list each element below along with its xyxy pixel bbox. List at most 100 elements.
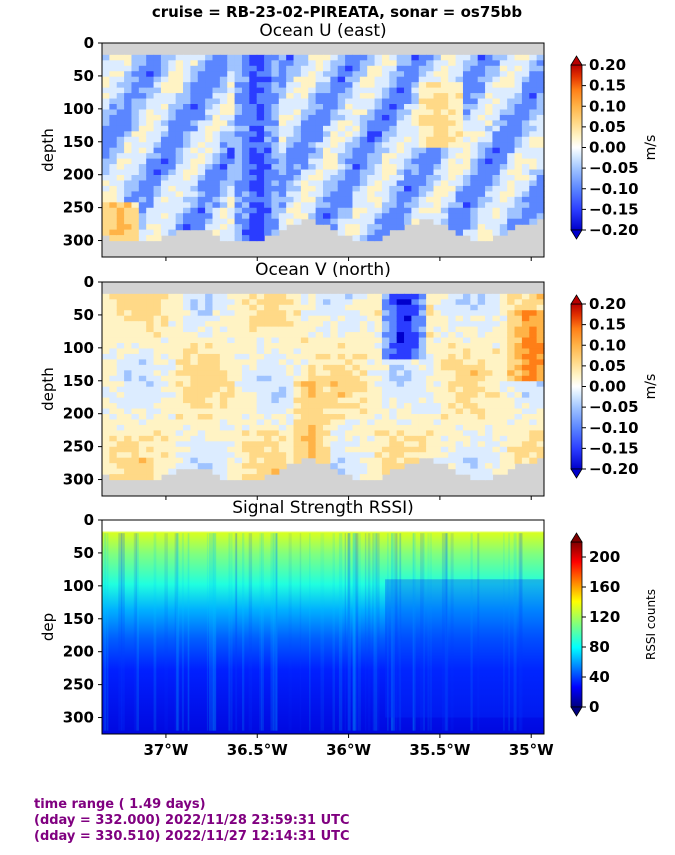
velocity-cell	[293, 131, 302, 138]
velocity-cell	[146, 441, 155, 448]
velocity-cell	[514, 65, 523, 72]
velocity-cell	[352, 364, 361, 371]
velocity-cell	[337, 468, 346, 475]
velocity-cell	[205, 147, 214, 154]
velocity-cell	[323, 191, 331, 198]
velocity-cell	[499, 353, 508, 360]
velocity-cell	[131, 224, 140, 231]
velocity-cell	[131, 397, 140, 404]
velocity-cell	[315, 353, 324, 360]
velocity-cell	[323, 120, 331, 127]
velocity-cell	[345, 381, 354, 388]
velocity-cell	[300, 114, 309, 121]
velocity-cell	[300, 424, 309, 431]
velocity-cell	[374, 370, 383, 377]
velocity-cell	[168, 452, 177, 459]
velocity-cell	[374, 403, 383, 410]
velocity-cell	[241, 136, 250, 143]
velocity-cell	[138, 452, 147, 459]
velocity-cell	[440, 125, 449, 132]
velocity-cell	[521, 408, 530, 415]
velocity-cell	[197, 180, 206, 187]
velocity-cell	[381, 213, 390, 220]
velocity-cell	[492, 175, 501, 182]
velocity-cell	[411, 87, 420, 94]
velocity-cell	[426, 408, 435, 415]
velocity-cell	[433, 213, 442, 220]
velocity-cell	[308, 424, 317, 431]
velocity-cell	[124, 299, 133, 306]
velocity-cell	[183, 191, 191, 198]
velocity-cell	[131, 293, 140, 300]
velocity-cell	[323, 386, 331, 393]
velocity-cell	[426, 158, 435, 165]
velocity-cell	[448, 430, 457, 437]
velocity-cell	[138, 414, 147, 421]
velocity-cell	[477, 98, 486, 105]
velocity-cell	[323, 337, 331, 344]
velocity-cell	[352, 142, 361, 149]
colorbar-tick-label: 0.10	[589, 97, 626, 115]
velocity-cell	[241, 343, 250, 350]
velocity-cell	[102, 196, 110, 203]
velocity-cell	[455, 76, 464, 83]
velocity-cell	[241, 408, 250, 415]
velocity-cell	[241, 293, 250, 300]
velocity-cell	[514, 430, 523, 437]
velocity-cell	[293, 435, 302, 442]
velocity-cell	[396, 191, 405, 198]
velocity-cell	[492, 299, 501, 306]
velocity-cell	[374, 114, 383, 121]
velocity-cell	[278, 202, 287, 209]
velocity-cell	[492, 196, 501, 203]
velocity-cell	[102, 419, 110, 426]
velocity-cell	[396, 153, 405, 160]
velocity-cell	[411, 158, 420, 165]
velocity-cell	[440, 397, 449, 404]
velocity-cell	[168, 403, 177, 410]
velocity-cell	[256, 332, 265, 339]
velocity-cell	[521, 457, 530, 464]
velocity-cell	[404, 424, 412, 431]
velocity-cell	[352, 60, 361, 67]
velocity-cell	[175, 299, 184, 306]
velocity-cell	[462, 370, 471, 377]
velocity-cell	[359, 408, 368, 415]
velocity-cell	[536, 326, 545, 333]
velocity-cell	[507, 93, 516, 100]
velocity-cell	[256, 93, 265, 100]
velocity-cell	[138, 158, 147, 165]
rssi-streak	[355, 533, 359, 731]
velocity-cell	[411, 304, 420, 311]
velocity-cell	[249, 175, 258, 182]
velocity-cell	[153, 180, 162, 187]
velocity-cell	[131, 419, 140, 426]
velocity-cell	[507, 293, 516, 300]
velocity-cell	[345, 120, 354, 127]
velocity-cell	[330, 185, 339, 192]
velocity-cell	[352, 54, 361, 61]
velocity-cell	[205, 169, 214, 176]
velocity-cell	[323, 441, 331, 448]
velocity-cell	[308, 310, 317, 317]
velocity-cell	[404, 315, 412, 322]
velocity-cell	[131, 304, 140, 311]
velocity-cell	[389, 71, 398, 78]
velocity-cell	[286, 147, 295, 154]
velocity-cell	[183, 147, 191, 154]
velocity-cell	[234, 452, 243, 459]
velocity-cell	[278, 158, 287, 165]
velocity-cell	[330, 180, 339, 187]
velocity-cell	[212, 386, 221, 393]
velocity-cell	[448, 175, 457, 182]
velocity-cell	[426, 131, 435, 138]
velocity-cell	[323, 76, 331, 83]
velocity-cell	[138, 375, 147, 382]
velocity-cell	[234, 109, 243, 116]
velocity-cell	[131, 441, 140, 448]
velocity-cell	[433, 207, 442, 214]
velocity-cell	[146, 370, 155, 377]
velocity-cell	[330, 120, 339, 127]
velocity-cell	[536, 452, 545, 459]
velocity-cell	[536, 180, 545, 187]
